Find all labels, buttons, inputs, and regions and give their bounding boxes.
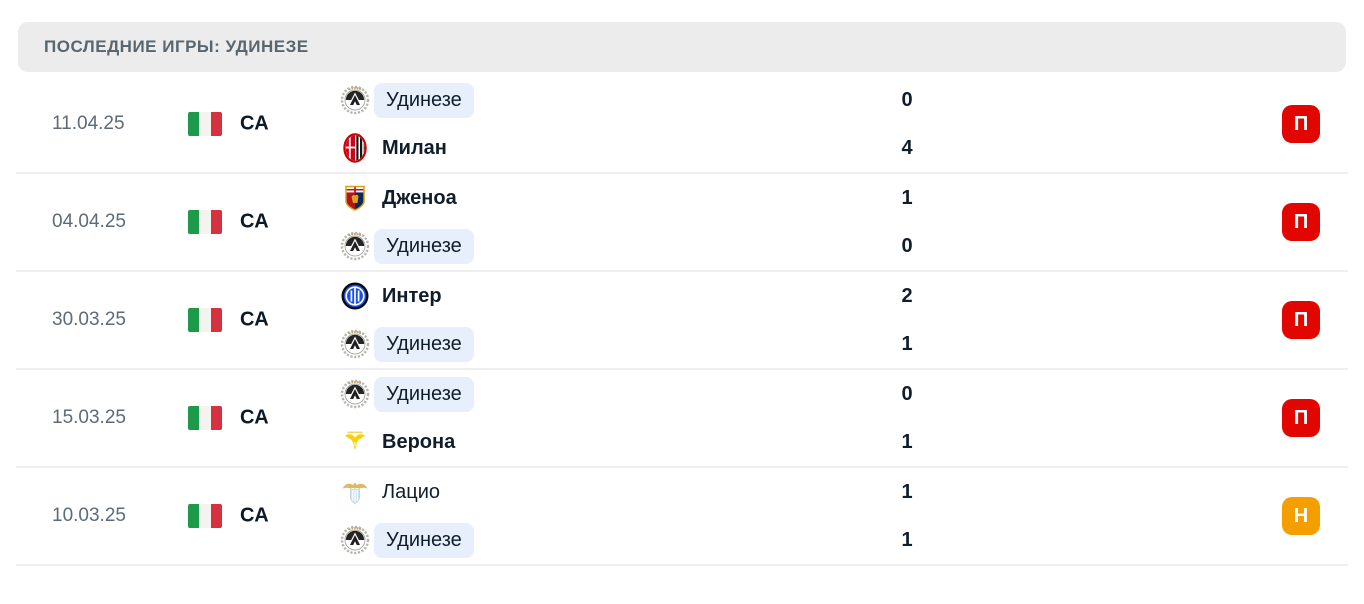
udinese-logo-icon [340, 231, 370, 261]
away-team-name: Милан [382, 136, 447, 159]
away-score: 1 [901, 528, 913, 551]
league-label: СА [240, 504, 269, 527]
league-label: СА [240, 112, 269, 135]
result-badge: П [1282, 301, 1320, 339]
widget-title: ПОСЛЕДНИЕ ИГРЫ: УДИНЕЗЕ [44, 37, 309, 56]
result-badge: Н [1282, 497, 1320, 535]
league-label: СА [240, 406, 269, 429]
match-row[interactable]: 30.03.25 СА Интер Удинезе 2 1 П [16, 272, 1348, 370]
result-badge: П [1282, 203, 1320, 241]
score-column: 0 4 [890, 76, 924, 172]
verona-logo-icon [340, 427, 370, 457]
match-date: 11.04.25 [52, 113, 125, 134]
away-team-name: Удинезе [374, 522, 474, 558]
home-team: Интер [340, 273, 474, 319]
match-date: 30.03.25 [52, 309, 126, 330]
away-team-name: Верона [382, 430, 456, 453]
match-row[interactable]: 10.03.25 СА Лацио Удинезе 1 1 Н [16, 468, 1348, 566]
home-team-name: Дженоа [382, 186, 457, 209]
inter-logo-icon [340, 281, 370, 311]
udinese-logo-icon [340, 379, 370, 409]
away-team: Удинезе [340, 517, 474, 563]
recent-matches-widget: ПОСЛЕДНИЕ ИГРЫ: УДИНЕЗЕ 11.04.25 СА Удин… [0, 22, 1364, 566]
away-team: Верона [340, 419, 474, 465]
milan-logo-icon [340, 133, 370, 163]
italy-flag-icon [188, 406, 222, 430]
italy-flag-icon [188, 210, 222, 234]
home-team-name: Интер [382, 284, 442, 307]
home-team: Лацио [340, 469, 474, 515]
score-column: 1 0 [890, 174, 924, 270]
udinese-logo-icon [340, 329, 370, 359]
home-score: 0 [901, 88, 913, 111]
home-team-name: Лацио [382, 480, 440, 503]
matchup: Удинезе Милан [340, 76, 474, 172]
matchup: Интер Удинезе [340, 272, 474, 368]
away-team: Удинезе [340, 223, 474, 269]
match-date: 04.04.25 [52, 211, 126, 232]
lazio-logo-icon [340, 477, 370, 507]
match-row[interactable]: 15.03.25 СА Удинезе Верона 0 1 П [16, 370, 1348, 468]
home-score: 0 [901, 382, 913, 405]
away-score: 0 [901, 234, 913, 257]
score-column: 0 1 [890, 370, 924, 466]
home-score: 1 [901, 186, 913, 209]
home-team-name: Удинезе [374, 82, 474, 118]
away-score: 1 [901, 332, 913, 355]
italy-flag-icon [188, 308, 222, 332]
result-badge: П [1282, 399, 1320, 437]
matchup: Дженоа Удинезе [340, 174, 474, 270]
udinese-logo-icon [340, 525, 370, 555]
matchup: Удинезе Верона [340, 370, 474, 466]
italy-flag-icon [188, 112, 222, 136]
score-column: 2 1 [890, 272, 924, 368]
match-list: 11.04.25 СА Удинезе Милан 0 4 П 04.04.25… [0, 76, 1364, 566]
score-column: 1 1 [890, 468, 924, 564]
matchup: Лацио Удинезе [340, 468, 474, 564]
away-score: 4 [901, 136, 913, 159]
match-row[interactable]: 04.04.25 СА Дженоа Удинезе 1 0 П [16, 174, 1348, 272]
away-team-name: Удинезе [374, 228, 474, 264]
udinese-logo-icon [340, 85, 370, 115]
home-team: Дженоа [340, 175, 474, 221]
league-label: СА [240, 308, 269, 331]
away-team-name: Удинезе [374, 326, 474, 362]
italy-flag-icon [188, 504, 222, 528]
home-team-name: Удинезе [374, 376, 474, 412]
home-team: Удинезе [340, 371, 474, 417]
home-team: Удинезе [340, 77, 474, 123]
match-date: 10.03.25 [52, 505, 126, 526]
league-label: СА [240, 210, 269, 233]
away-team: Удинезе [340, 321, 474, 367]
away-team: Милан [340, 125, 474, 171]
genoa-logo-icon [340, 183, 370, 213]
away-score: 1 [901, 430, 913, 453]
result-badge: П [1282, 105, 1320, 143]
home-score: 1 [901, 480, 913, 503]
match-row[interactable]: 11.04.25 СА Удинезе Милан 0 4 П [16, 76, 1348, 174]
home-score: 2 [901, 284, 913, 307]
match-date: 15.03.25 [52, 407, 126, 428]
widget-header: ПОСЛЕДНИЕ ИГРЫ: УДИНЕЗЕ [18, 22, 1346, 72]
